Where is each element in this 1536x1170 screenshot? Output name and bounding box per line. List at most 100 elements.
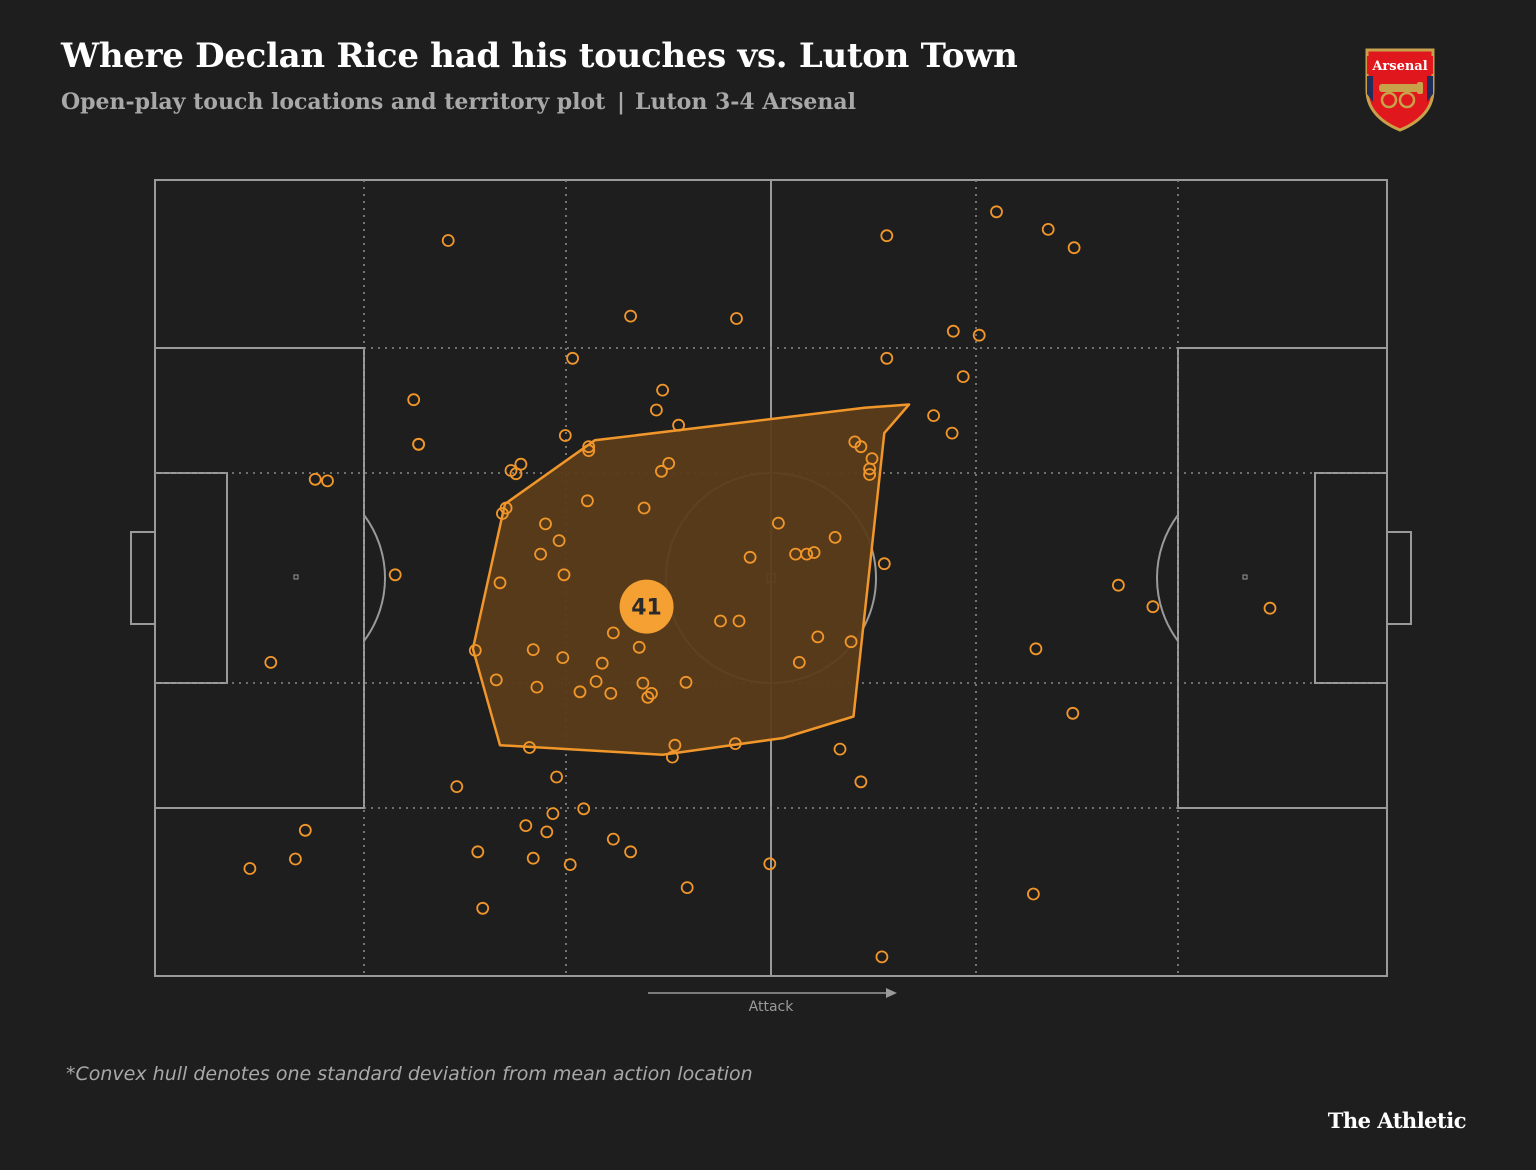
touch-point [604,687,618,700]
touch-point [679,675,693,689]
touch-point [558,429,572,442]
touch-point [589,675,603,688]
touch-point [655,464,668,478]
touch-point [637,501,651,515]
attack-label: Attack [749,999,795,1015]
touch-point [550,770,563,784]
chart-title: Where Declan Rice had his touches vs. Lu… [61,36,1018,76]
touch-point [668,738,682,752]
touch-point [1146,600,1160,614]
touch-point [811,630,825,644]
touch-point [450,780,464,793]
touch-point [1029,642,1043,656]
touch-point [476,901,490,915]
attack-arrow-head-icon [886,988,897,998]
arsenal-crest-icon: Arsenal [1365,48,1435,132]
touch-point [632,640,646,654]
convex-hull [471,403,911,756]
touch-point [666,750,679,764]
touch-point [680,881,694,894]
touch-point [573,685,587,699]
touch-point [577,802,591,816]
touch-point [1041,222,1055,236]
touch-point [288,852,302,866]
touch-point [854,440,868,454]
touch-point [552,534,566,547]
touch-point [875,950,889,964]
touch-point [792,656,806,669]
touch-point [1067,241,1081,255]
touch-point [656,383,669,397]
touch-point [990,205,1003,219]
right-penalty-area [1177,347,1388,809]
pitch-chart: 41 Attack [130,179,1412,1015]
touch-point [833,742,847,756]
touch-point [556,651,570,664]
touch-point [946,324,960,338]
touch-point [1066,706,1080,720]
touch-point [714,614,727,628]
right-goal [1386,531,1412,625]
touch-point [595,656,609,670]
touch-point [743,550,757,564]
touch-point [563,858,577,871]
subtitle-score: Luton 3-4 Arsenal [635,89,857,115]
touch-point [662,456,676,470]
touch-count-label: 41 [631,596,662,621]
touch-point [581,494,594,508]
touch-point [489,673,503,687]
touch-point [645,687,658,700]
touch-point [927,409,940,423]
crest-label: Arsenal [1371,59,1427,74]
touch-markers [243,205,1277,964]
subtitle-separator: | [617,89,626,115]
touch-point [880,229,894,243]
touch-point [732,614,746,628]
touch-point [956,370,970,384]
touch-point [854,775,868,789]
touch-point [412,437,426,451]
touch-point [972,328,986,342]
touch-point [388,568,402,582]
touch-point [540,825,554,839]
touch-point [772,516,785,530]
left-penalty-spot [293,574,299,580]
touch-point [844,635,858,649]
touch-point [243,862,257,875]
the-athletic-logo: The Athletic [1327,1108,1467,1133]
touch-point [650,403,663,417]
touch-point [877,557,891,571]
touch-point [493,576,507,590]
touch-point [519,819,533,832]
touch-point [636,676,650,690]
left-six-yard-box [154,472,228,684]
touch-point [298,823,312,837]
touch-point [582,440,596,454]
touch-point [800,547,814,561]
touch-point [624,309,637,323]
touch-point [546,807,560,820]
touch-point [321,474,334,488]
touch-point [526,851,540,865]
touch-point [763,857,777,871]
average-position-badge: 41 [619,579,674,634]
touch-point [1112,578,1125,592]
right-penalty-arc [1156,514,1179,642]
touch-point [730,312,743,325]
touch-point [624,845,637,859]
touch-point [539,517,552,531]
touch-point [945,426,959,440]
left-penalty-area [154,347,365,809]
touch-point [308,472,322,486]
touch-point [495,507,509,520]
touch-point [641,691,655,704]
touch-point [526,643,540,656]
touch-point [468,644,482,657]
touch-point [863,468,876,481]
touch-point [1263,601,1277,615]
touch-point [407,393,421,407]
touch-point [582,444,596,458]
touch-point [264,656,278,669]
touch-point [1027,887,1040,901]
touch-point [509,467,523,481]
